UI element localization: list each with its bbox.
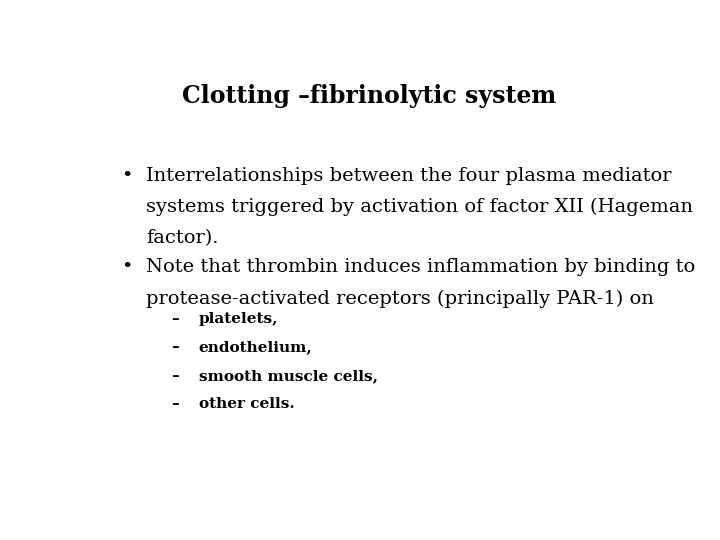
Text: smooth muscle cells,: smooth muscle cells,	[199, 369, 378, 383]
Text: –: –	[171, 341, 179, 354]
Text: Clotting –fibrinolytic system: Clotting –fibrinolytic system	[182, 84, 556, 107]
Text: other cells.: other cells.	[199, 397, 294, 411]
Text: –: –	[171, 369, 179, 383]
Text: •: •	[121, 167, 132, 185]
Text: Interrelationships between the four plasma mediator: Interrelationships between the four plas…	[145, 167, 671, 185]
Text: Note that thrombin induces inflammation by binding to: Note that thrombin induces inflammation …	[145, 258, 695, 276]
Text: systems triggered by activation of factor XII (Hageman: systems triggered by activation of facto…	[145, 198, 693, 216]
Text: protease-activated receptors (principally PAR-1) on: protease-activated receptors (principall…	[145, 289, 654, 308]
Text: platelets,: platelets,	[199, 312, 279, 326]
Text: –: –	[171, 312, 179, 326]
Text: –: –	[171, 397, 179, 411]
Text: factor).: factor).	[145, 229, 218, 247]
Text: •: •	[121, 258, 132, 276]
Text: endothelium,: endothelium,	[199, 341, 312, 354]
